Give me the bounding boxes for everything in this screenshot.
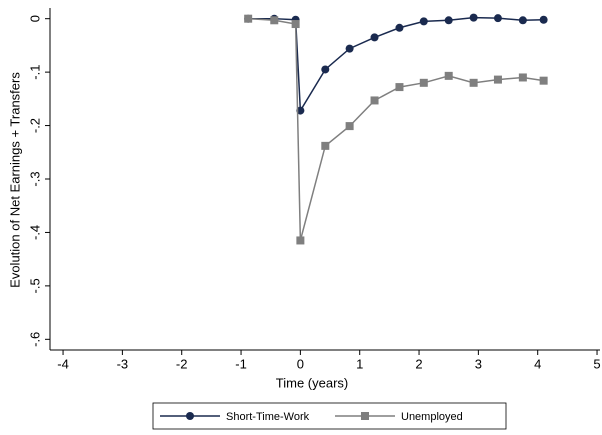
x-tick-label: 0 [297,356,304,371]
y-tick-label: -.4 [27,225,42,240]
data-point [539,76,548,85]
data-point [493,75,502,84]
legend-marker [186,412,194,420]
series-line [248,17,544,241]
data-point [518,73,527,82]
data-point [493,14,502,23]
legend-label: Unemployed [401,411,463,423]
data-point [291,20,300,29]
data-point [321,141,330,150]
x-tick-label: -3 [117,356,129,371]
x-tick-label: 4 [534,356,541,371]
x-axis-title: Time (years) [276,375,348,390]
y-tick-label: 0 [27,15,42,22]
legend-marker [361,412,369,420]
data-point [270,16,279,25]
y-tick-label: -.1 [27,65,42,80]
x-tick-label: -1 [235,356,247,371]
data-point [321,65,330,74]
data-point [444,16,453,25]
y-axis-title: Evolution of Net Earnings + Transfers [7,72,22,288]
data-point [296,106,305,115]
x-tick-label: 1 [356,356,363,371]
y-tick-label: -.2 [27,118,42,133]
y-tick-label: -.6 [27,332,42,347]
data-point [518,16,527,25]
data-point [370,33,379,42]
data-point [469,78,478,87]
data-point [370,96,379,105]
x-tick-label: 2 [415,356,422,371]
data-point [395,83,404,92]
x-tick-label: 3 [475,356,482,371]
data-point [345,122,354,131]
data-point [419,17,428,26]
data-point [444,71,453,80]
y-tick-label: -.3 [27,171,42,186]
data-point [419,78,428,87]
x-tick-label: 5 [593,356,600,371]
y-tick-label: -.5 [27,278,42,293]
data-point [395,23,404,32]
x-tick-label: -2 [176,356,188,371]
data-point [345,44,354,53]
data-point [296,236,305,245]
data-point [539,15,548,24]
legend-label: Short-Time-Work [226,411,310,423]
x-tick-label: -4 [57,356,69,371]
series-line [248,16,544,114]
data-point [469,13,478,22]
data-point [244,14,253,23]
